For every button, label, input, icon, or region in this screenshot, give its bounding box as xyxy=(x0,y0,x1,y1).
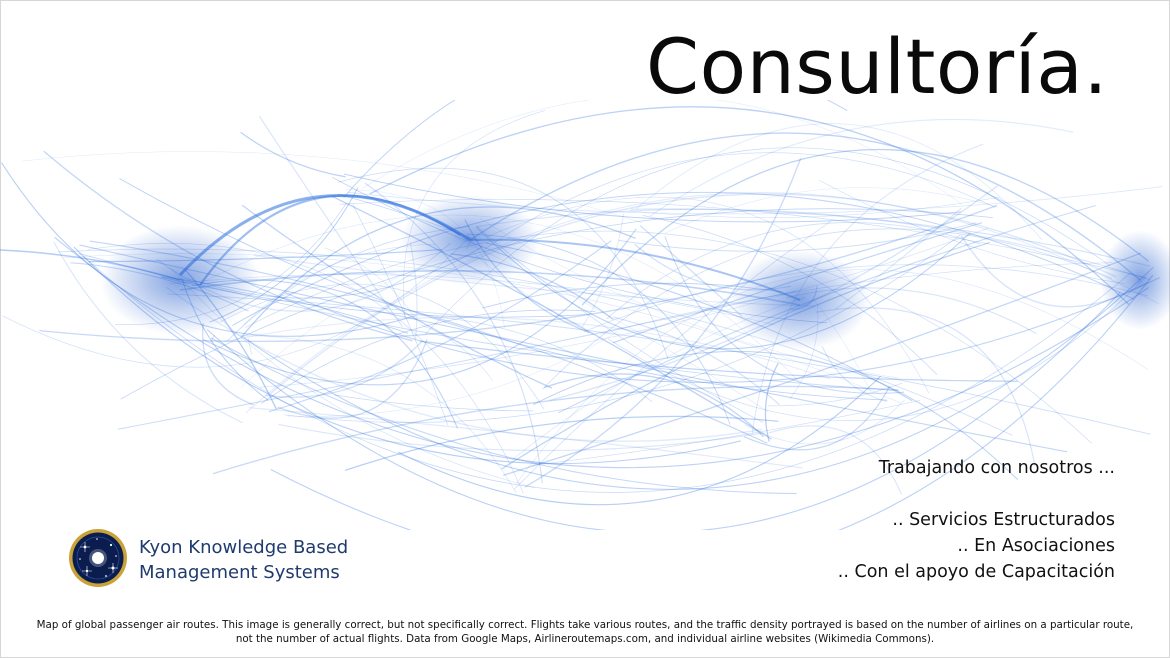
company-name-line-1: Kyon Knowledge Based xyxy=(139,537,349,558)
route-hubs xyxy=(100,195,1170,350)
footnote-line-2: not the number of actual flights. Data f… xyxy=(235,633,935,645)
company-name-line-2: Management Systems xyxy=(139,562,340,583)
pitch-item-training: .. Con el apoyo de Capacitación xyxy=(837,562,1115,582)
pitch-item-partnerships: .. En Asociaciones xyxy=(957,536,1115,556)
image-credit-footnote: Map of global passenger air routes. This… xyxy=(0,618,1170,646)
page-title: Consultoría. xyxy=(646,22,1108,111)
footnote-line-1: Map of global passenger air routes. This… xyxy=(36,619,1134,631)
starry-globe-icon xyxy=(69,529,127,587)
pitch-intro: Trabajando con nosotros ... xyxy=(878,458,1115,478)
pitch-block: Trabajando con nosotros ... .. Servicios… xyxy=(838,455,1115,585)
route-web xyxy=(0,100,1163,530)
pitch-item-structured-services: .. Servicios Estructurados xyxy=(892,510,1115,530)
company-name: Kyon Knowledge Based Management Systems xyxy=(139,535,348,585)
air-routes-map xyxy=(0,100,1170,530)
